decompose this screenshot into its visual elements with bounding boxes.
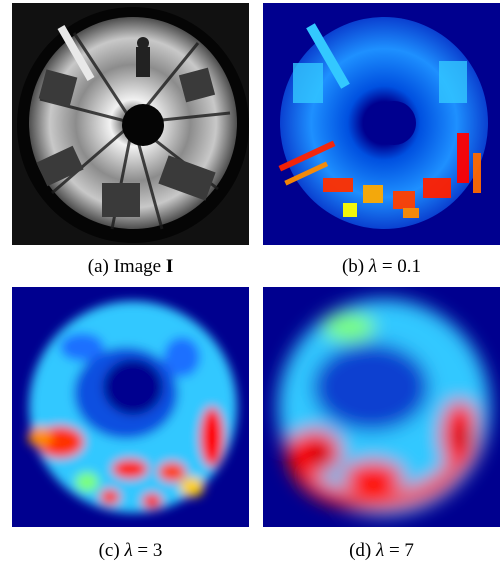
caption-c: (c) λ = 3 (12, 540, 249, 562)
caption-c-value: = 3 (132, 540, 163, 561)
caption-d-symbol: λ (375, 540, 385, 561)
saliency-map-lambda-0-1 (263, 3, 500, 245)
caption-b-prefix: (b) (341, 256, 369, 277)
caption-b: (b) λ = 0.1 (263, 256, 500, 278)
caption-d: (d) λ = 7 (263, 540, 500, 562)
caption-a-prefix: (a) Image (87, 256, 166, 277)
saliency-map-lambda-7 (263, 287, 500, 527)
caption-a-bold: I (165, 256, 174, 277)
caption-b-value: = 0.1 (377, 256, 422, 277)
caption-c-prefix: (c) (98, 540, 125, 561)
fisheye-grayscale-image (12, 3, 249, 245)
caption-c-symbol: λ (124, 540, 133, 561)
caption-b-symbol: λ (368, 256, 378, 277)
caption-d-prefix: (d) (349, 540, 376, 561)
caption-d-value: = 7 (384, 540, 414, 561)
caption-a: (a) Image I (12, 256, 249, 278)
saliency-map-lambda-3 (12, 287, 249, 527)
